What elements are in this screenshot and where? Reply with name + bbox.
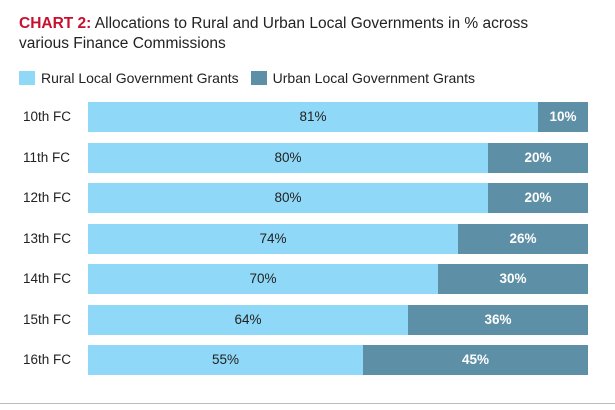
bar-urban: 30% [438,264,588,294]
category-label: 10th FC [23,109,72,124]
category-label: 11th FC [23,149,71,165]
legend: Rural Local Government Grants Urban Loca… [19,70,487,86]
stacked-bar-chart: 10th FC 81% 10% 11th FC 80% 20% 12th FC 80% 20% 1… [0,97,615,392]
data-label-rural: 64% [234,311,262,327]
bar-urban: 20% [488,142,588,173]
data-label-rural: 81% [299,109,327,124]
bar-urban: 36% [408,304,588,335]
category-label: 15th FC [23,311,72,327]
legend-swatch-urban [250,71,267,85]
legend-swatch-rural [19,71,35,85]
data-label-rural: 80% [274,190,302,205]
data-label-urban: 36% [484,311,512,327]
bar-rural: 70% [88,264,438,294]
category-label: 13th FC [23,230,72,246]
bar-rural: 80% [88,142,488,173]
bar-rural: 80% [88,183,488,213]
data-label-rural: 74% [259,230,287,246]
bar-rural: 81% [88,102,538,132]
bar-urban: 10% [538,102,588,132]
data-label-urban: 26% [509,230,537,246]
bar-urban: 26% [458,223,588,254]
bottom-divider [0,403,615,404]
bar-urban: 20% [488,183,588,213]
category-label: 12th FC [23,190,72,205]
chart-number: CHART 2: [19,15,92,32]
legend-item-urban: Urban Local Government Grants [250,70,475,86]
legend-label-rural: Rural Local Government Grants [41,70,239,86]
category-label: 14th FC [23,271,72,286]
category-label: 16th FC [23,352,72,367]
legend-label-urban: Urban Local Government Grants [272,70,475,86]
data-label-rural: 55% [211,352,240,367]
data-label-urban: 20% [524,190,552,205]
data-label-urban: 45% [461,352,490,367]
bar-rural: 74% [88,223,458,254]
data-label-urban: 30% [499,271,527,286]
legend-item-rural: Rural Local Government Grants [19,70,239,86]
data-label-rural: 80% [274,149,302,165]
bar-urban: 45% [363,345,588,375]
data-label-urban: 20% [524,149,552,165]
chart-title: CHART 2: Allocations to Rural and Urban … [19,14,579,54]
data-label-rural: 70% [249,271,277,286]
chart-title-text: Allocations to Rural and Urban Local Gov… [19,15,529,52]
bar-rural: 55% [88,345,363,375]
data-label-urban: 10% [549,109,577,124]
bar-rural: 64% [88,304,408,335]
